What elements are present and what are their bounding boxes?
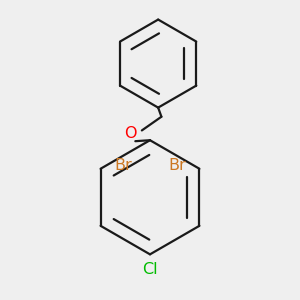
Text: Br: Br [114,158,132,173]
Text: Cl: Cl [142,262,158,278]
Text: Br: Br [168,158,186,173]
Text: O: O [124,126,137,141]
